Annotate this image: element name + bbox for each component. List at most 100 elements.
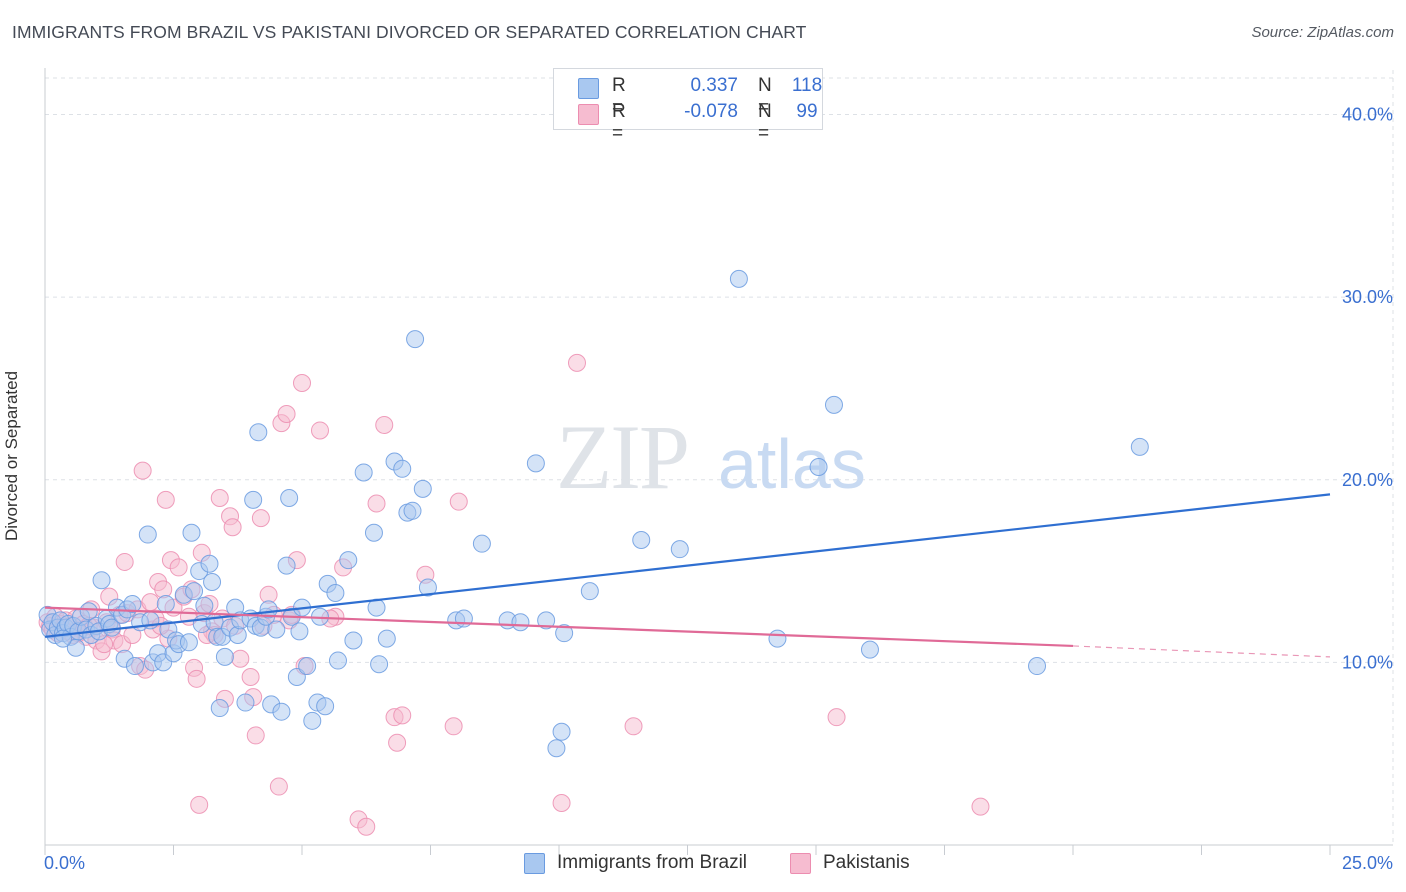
pakistani-point [567,353,586,372]
x-tick-label-min: 0.0% [44,853,85,873]
brazil-point [472,534,491,553]
axes [44,68,1393,855]
pakistani-point [269,777,288,796]
source-label: Source: ZipAtlas.com [1251,24,1394,41]
y-tick-label: 10.0% [1342,652,1393,672]
pakistani-point [827,708,846,727]
brazil-point [580,582,599,601]
pakistani-point [293,373,311,392]
legend-r-label: R = [612,101,626,144]
y-tick-label: 40.0% [1342,105,1393,125]
brazil-point [185,582,204,601]
legend-r-value: -0.078 [684,101,738,122]
legend-n-value: 99 [796,101,818,122]
x-tick-labels: 0.0% 25.0% [44,853,1393,873]
legend-swatch-pakistani [578,104,599,125]
brazil-point [511,613,530,632]
brazil-point [860,640,879,659]
brazil-point [200,554,219,573]
brazil-point [138,525,157,544]
brazil-point [249,423,268,442]
brazil-point [328,651,347,670]
pakistani-point [187,669,206,688]
brazil-point [406,330,425,349]
brazil-point [203,573,222,592]
legend-r-value: 0.337 [690,75,738,96]
brazil-point [287,667,306,686]
pakistani-point [223,518,242,537]
pakistani-point [277,405,296,424]
brazil-point [179,633,198,652]
brazil-point [210,699,229,718]
brazil-point [824,395,843,414]
pakistani-point [241,667,260,686]
brazil-point [195,596,214,615]
brazil-point [344,631,363,650]
brazil-point [236,693,255,712]
brazil-point [339,551,358,570]
pakistani-point [133,461,152,480]
brazil-point [156,594,175,613]
brazil-point [79,602,98,621]
brazil-point [259,600,278,619]
brazil-point [290,622,309,641]
pakistani-point [449,492,468,511]
brazil-point [364,523,383,542]
brazil-point [316,697,335,716]
y-tick-labels: 10.0% 20.0% 30.0% 40.0% [1342,105,1393,673]
pakistani-point [156,490,175,509]
pakistani-point [624,717,643,736]
brazil-point [547,739,566,758]
bottom-legend-brazil-label: Immigrants from Brazil [557,852,748,873]
y-axis-label: Divorced or Separated [2,370,21,542]
pakistani-point [251,509,270,528]
brazil-point [277,556,296,575]
brazil-points [38,269,1149,758]
legend-n-label: N = [758,75,772,118]
y-tick-label: 20.0% [1342,470,1393,490]
pakistani-point [141,593,160,612]
brazil-point [53,629,72,648]
brazil-point [729,269,748,288]
pakistani-trend-extension [1072,645,1331,658]
brazil-point [182,523,201,542]
brazil-point [303,711,322,730]
brazil-point [632,531,651,550]
brazil-trend-line [44,493,1331,638]
watermark-atlas: atlas [718,425,866,503]
brazil-point [555,624,574,643]
pakistani-point [552,793,571,812]
brazil-point [768,629,787,648]
brazil-point [526,454,545,473]
pakistani-point [444,717,463,736]
legend-swatch-brazil [578,78,599,99]
y-tick-label: 30.0% [1342,287,1393,307]
brazil-point [370,655,389,674]
watermark: ZIP atlas [556,406,866,508]
brazil-point [393,459,412,478]
brazil-point [280,489,299,508]
brazil-point [552,722,571,741]
pakistani-point [367,494,386,513]
brazil-point [244,490,263,509]
pakistani-point [393,706,412,725]
brazil-point [413,479,432,498]
brazil-point [403,501,422,520]
pakistani-point [210,489,229,508]
brazil-point [537,611,556,630]
pakistani-point [231,649,250,668]
brazil-point [267,620,286,639]
pakistani-point [246,726,265,745]
brazil-point [670,540,689,559]
brazil-point [354,463,373,482]
brazil-point [326,583,345,602]
x-tick-label-max: 25.0% [1342,853,1393,873]
brazil-point [298,657,317,676]
correlation-legend: R = 0.337 N = 118 R = -0.078 N = 99 [553,68,823,144]
pakistani-point [190,795,209,814]
brazil-point [272,702,291,721]
bottom-legend-pakistani-label: Pakistanis [823,852,910,873]
bottom-swatch-brazil [524,853,545,874]
pakistani-point [115,552,134,571]
